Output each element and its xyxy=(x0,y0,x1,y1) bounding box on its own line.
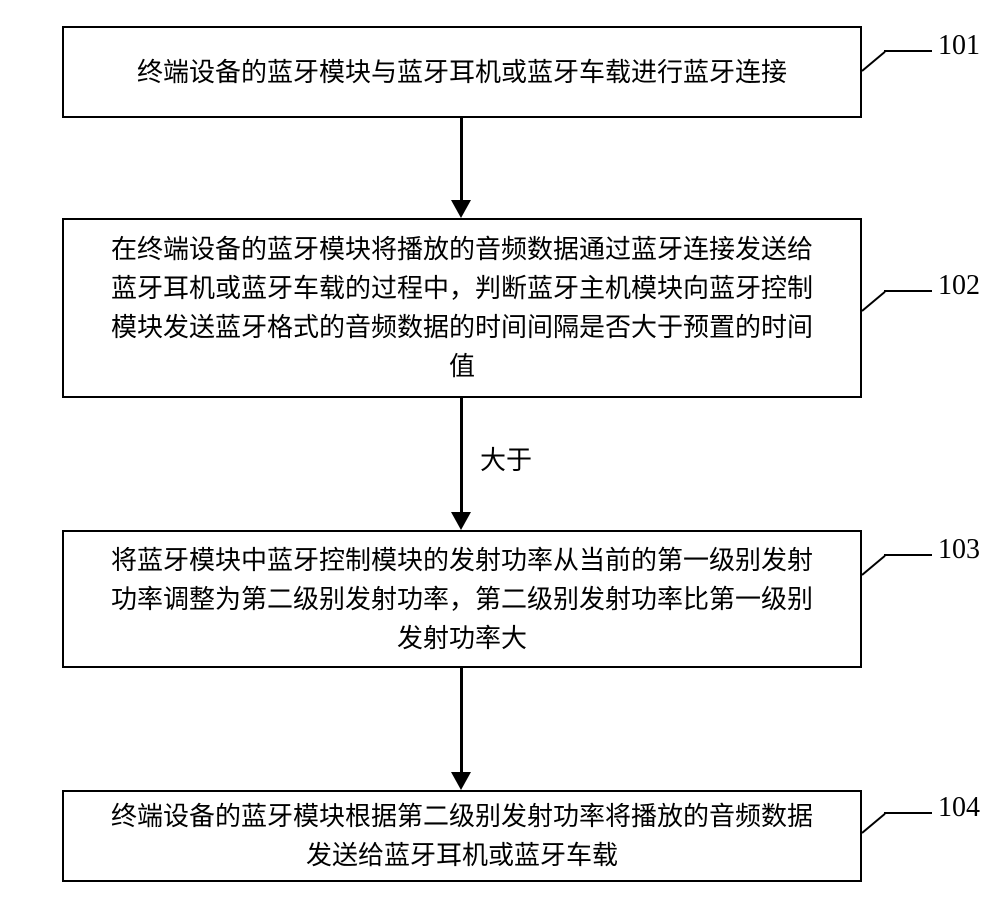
arrow-head-3-4 xyxy=(451,772,471,790)
flow-node-1-text: 终端设备的蓝牙模块与蓝牙耳机或蓝牙车载进行蓝牙连接 xyxy=(137,53,787,92)
step-label-1: 101 xyxy=(938,30,980,62)
arrow-head-1-2 xyxy=(451,200,471,218)
step-label-2: 102 xyxy=(938,270,980,302)
flow-node-2-text: 在终端设备的蓝牙模块将播放的音频数据通过蓝牙连接发送给蓝牙耳机或蓝牙车载的过程中… xyxy=(104,230,820,386)
leader-slash-2 xyxy=(861,291,885,312)
arrow-head-2-3 xyxy=(451,512,471,530)
flow-node-4-text: 终端设备的蓝牙模块根据第二级别发射功率将播放的音频数据发送给蓝牙耳机或蓝牙车载 xyxy=(104,797,820,875)
arrow-2-3 xyxy=(460,398,463,512)
leader-line-2 xyxy=(884,290,932,292)
leader-slash-4 xyxy=(861,813,885,834)
leader-line-4 xyxy=(884,812,932,814)
flow-node-2: 在终端设备的蓝牙模块将播放的音频数据通过蓝牙连接发送给蓝牙耳机或蓝牙车载的过程中… xyxy=(62,218,862,398)
arrow-3-4 xyxy=(460,668,463,772)
leader-slash-3 xyxy=(861,555,885,576)
flow-node-3: 将蓝牙模块中蓝牙控制模块的发射功率从当前的第一级别发射功率调整为第二级别发射功率… xyxy=(62,530,862,668)
flow-node-4: 终端设备的蓝牙模块根据第二级别发射功率将播放的音频数据发送给蓝牙耳机或蓝牙车载 xyxy=(62,790,862,882)
arrow-1-2 xyxy=(460,118,463,200)
step-label-3: 103 xyxy=(938,534,980,566)
leader-line-1 xyxy=(884,50,932,52)
flow-node-3-text: 将蓝牙模块中蓝牙控制模块的发射功率从当前的第一级别发射功率调整为第二级别发射功率… xyxy=(104,541,820,658)
leader-line-3 xyxy=(884,554,932,556)
step-label-4: 104 xyxy=(938,792,980,824)
edge-label-2-3: 大于 xyxy=(480,440,532,477)
leader-slash-1 xyxy=(861,51,885,72)
flow-node-1: 终端设备的蓝牙模块与蓝牙耳机或蓝牙车载进行蓝牙连接 xyxy=(62,26,862,118)
